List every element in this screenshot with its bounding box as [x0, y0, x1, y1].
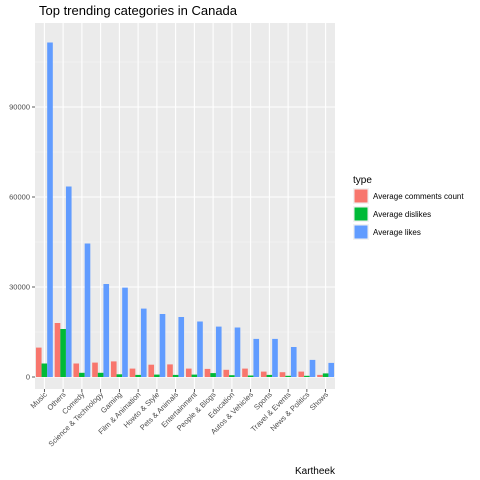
- bar: [178, 317, 185, 377]
- bar: [210, 373, 216, 377]
- bar: [35, 347, 42, 377]
- bar: [223, 369, 230, 377]
- bar: [73, 363, 80, 377]
- bar: [328, 362, 335, 377]
- bar: [242, 368, 248, 377]
- bar: [129, 368, 136, 377]
- bar: [191, 374, 198, 377]
- bar: [65, 186, 72, 377]
- bar: [185, 368, 192, 377]
- bar: [41, 363, 48, 377]
- bar: [322, 373, 329, 377]
- bar: [135, 374, 141, 377]
- y-tick-label: 30000: [9, 283, 30, 292]
- chart-title: Top trending categories in Canada: [39, 3, 238, 18]
- bar: [309, 359, 316, 377]
- legend-label: Average likes: [373, 228, 421, 237]
- bar: [148, 364, 155, 377]
- bar: [317, 374, 323, 377]
- bar: [304, 375, 310, 377]
- bar: [215, 326, 222, 377]
- caption: Kartheek: [295, 466, 336, 477]
- legend-swatch: [354, 207, 368, 221]
- bar: [154, 374, 160, 377]
- bar: [290, 347, 297, 377]
- bar: [197, 321, 203, 377]
- bar: [122, 287, 128, 377]
- bar: [260, 371, 267, 377]
- bar: [234, 327, 241, 377]
- bar: [167, 364, 173, 377]
- legend-swatch: [354, 189, 368, 203]
- bar: [247, 375, 254, 377]
- bar: [298, 371, 305, 377]
- bar: [279, 372, 286, 377]
- legend-swatch: [354, 225, 368, 239]
- bar: [116, 374, 123, 377]
- plot-panel: [35, 23, 335, 389]
- bar: [159, 314, 166, 377]
- legend-title: type: [353, 175, 372, 186]
- bar: [204, 368, 211, 377]
- bar: [47, 42, 53, 377]
- bar: [60, 329, 66, 377]
- legend-label: Average comments count: [373, 192, 464, 201]
- y-tick-label: 60000: [9, 193, 30, 202]
- y-tick-label: 90000: [9, 103, 30, 112]
- x-tick-label: Shows: [308, 390, 330, 412]
- bar: [84, 243, 91, 377]
- bar: [110, 361, 117, 377]
- bar: [92, 362, 98, 377]
- bar: [172, 374, 179, 377]
- bar: [253, 338, 260, 377]
- bar: [97, 372, 104, 377]
- legend-label: Average dislikes: [373, 210, 431, 219]
- bar: [79, 372, 85, 377]
- bar: [103, 284, 110, 377]
- y-tick-label: 0: [26, 373, 30, 382]
- bar: [266, 374, 273, 377]
- bar: [140, 308, 147, 377]
- y-axis: 0 30000 60000 90000: [9, 103, 35, 382]
- legend: type Average comments count Average disli…: [353, 175, 464, 240]
- grid-minor: [35, 61, 335, 333]
- bar: [229, 375, 235, 377]
- bar: [285, 375, 291, 377]
- bar: [272, 338, 278, 377]
- bar: [54, 323, 61, 377]
- bars: [35, 42, 335, 377]
